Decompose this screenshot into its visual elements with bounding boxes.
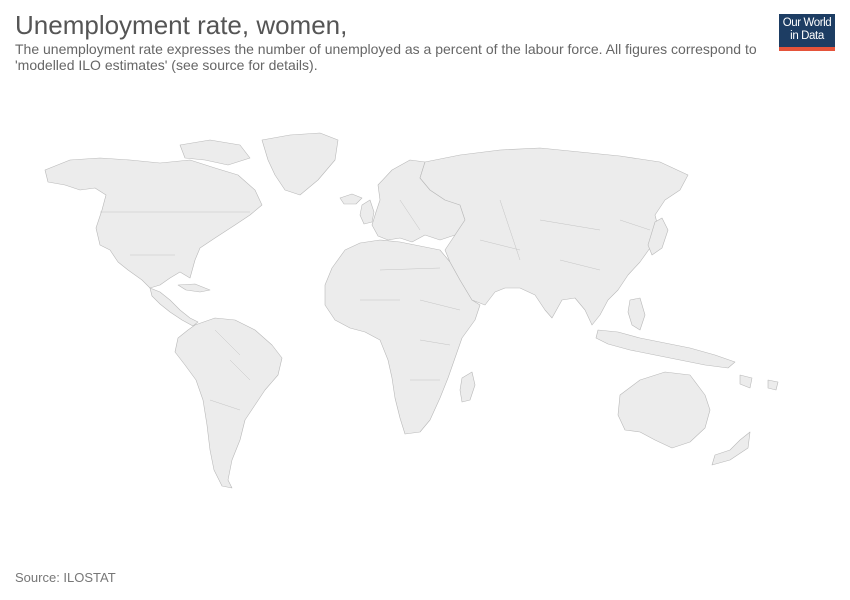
- british-isles[interactable]: [359, 199, 375, 225]
- japan-islands[interactable]: [647, 217, 669, 256]
- australia-landmass[interactable]: [617, 371, 711, 449]
- source-note: Source: ILOSTAT: [15, 570, 116, 585]
- madagascar-landmass[interactable]: [459, 371, 476, 403]
- africa-landmass[interactable]: [324, 239, 481, 435]
- world-map: [44, 132, 779, 489]
- caribbean-islands[interactable]: [177, 283, 211, 293]
- philippines-islands[interactable]: [627, 297, 646, 331]
- logo-line-2: in Data: [790, 30, 824, 42]
- iceland-landmass[interactable]: [339, 193, 363, 205]
- owid-logo[interactable]: Our World in Data: [779, 14, 835, 51]
- asia-landmass[interactable]: [419, 147, 689, 326]
- chart-title: Unemployment rate, women,: [15, 10, 348, 40]
- logo-line-1: Our World: [782, 17, 832, 29]
- south-america-landmass[interactable]: [174, 317, 283, 489]
- north-america-landmass[interactable]: [44, 157, 263, 289]
- chart-subtitle: The unemployment rate expresses the numb…: [15, 41, 757, 73]
- arctic-islands[interactable]: [179, 139, 251, 166]
- central-america-landmass[interactable]: [149, 287, 199, 327]
- greenland-landmass[interactable]: [261, 132, 339, 196]
- new-zealand-islands[interactable]: [711, 431, 751, 466]
- country-borders: [100, 199, 651, 411]
- southeast-asia-islands[interactable]: [595, 329, 736, 369]
- pacific-islands[interactable]: [739, 374, 779, 391]
